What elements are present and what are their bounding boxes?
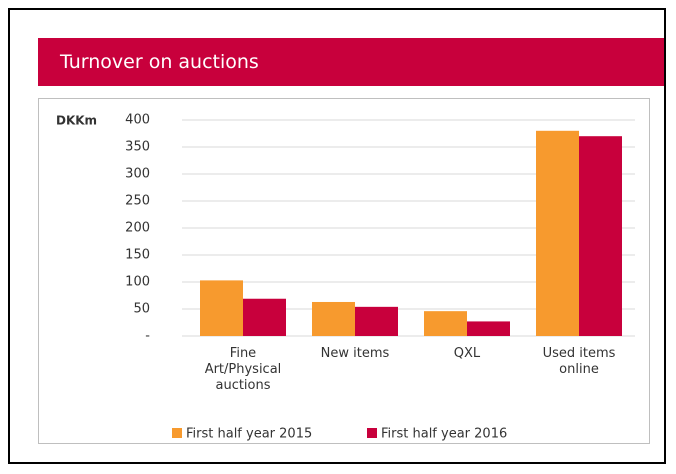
chart-panel <box>38 98 650 444</box>
bar <box>467 321 510 336</box>
y-tick-label: 150 <box>125 248 150 263</box>
x-tick-label: Fine Art/Physical auctions <box>204 346 282 393</box>
y-tick-label: 100 <box>125 275 150 290</box>
y-tick-label: - <box>145 329 150 344</box>
legend-label: First half year 2016 <box>381 427 507 442</box>
legend-swatch <box>172 428 182 438</box>
y-tick-label: 200 <box>125 221 150 236</box>
y-tick-label: 400 <box>125 113 150 128</box>
bar <box>579 136 622 336</box>
bar <box>243 298 286 336</box>
y-tick-label: 350 <box>125 140 150 155</box>
frame <box>8 8 666 464</box>
legend-swatch <box>367 428 377 438</box>
bar <box>355 306 398 336</box>
y-tick-label: 50 <box>133 302 150 317</box>
y-tick-label: 300 <box>125 167 150 182</box>
chart-title: Turnover on auctions <box>38 38 664 86</box>
y-tick-label: 250 <box>125 194 150 209</box>
bar <box>536 130 579 336</box>
x-tick-label: QXL <box>453 346 481 361</box>
bar <box>200 280 243 336</box>
bar <box>424 311 467 336</box>
x-tick-label: Used items online <box>542 346 616 377</box>
bar <box>312 301 355 336</box>
y-axis-label: DKKm <box>56 114 97 128</box>
legend-label: First half year 2015 <box>186 427 312 442</box>
x-tick-label: New items <box>320 346 390 361</box>
